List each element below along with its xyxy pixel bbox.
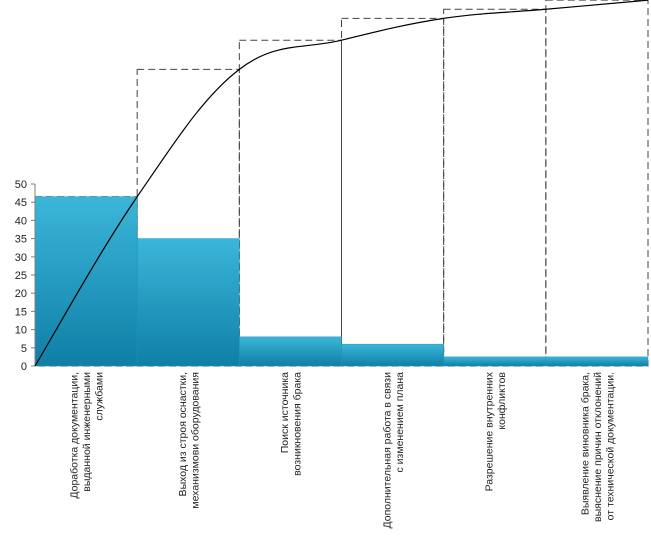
category-label: Поиск источника возникновения брака (279, 372, 304, 476)
category-label-line: механизмови оборудования (190, 372, 202, 509)
category-label-line: Поиск источника (279, 372, 291, 453)
bar (239, 336, 342, 367)
y-tick-label: 25 (15, 270, 27, 282)
y-tick-label: 30 (15, 252, 27, 264)
bar (136, 238, 240, 367)
cumulative-box (545, 0, 649, 367)
category-label-line: службами (94, 372, 106, 421)
category-label-line: от технической документации. (604, 372, 616, 520)
bars (34, 196, 649, 367)
category-label-line: конфликтов (496, 372, 508, 430)
category-label-line: выданной инженерными (81, 372, 93, 492)
category-label-line: с изменением плана (394, 372, 406, 473)
category-label-line: выяснение причин отклонений (592, 372, 604, 522)
cumulative-box (443, 8, 547, 367)
y-tick-label: 10 (15, 325, 27, 337)
category-label-line: Доработка документации, (69, 372, 81, 499)
category-label-line: Выход из строя оснастки, (177, 372, 189, 496)
category-label: Дополнительная работа в связи с изменение… (381, 372, 406, 529)
category-label-line: Выявление виновника брака, (579, 372, 591, 515)
cumulative-box (238, 39, 342, 367)
bar (545, 356, 649, 367)
y-tick-label: 45 (15, 197, 27, 209)
bar (443, 356, 547, 367)
y-tick-label: 50 (15, 179, 27, 191)
category-label: Разрешение внутренних конфликтов (484, 371, 509, 491)
y-axis: 0 5 10 15 20 25 30 35 40 45 50 (15, 179, 36, 373)
cumulative-box (341, 17, 445, 367)
y-tick-label: 20 (15, 288, 27, 300)
category-label-line: Разрешение внутренних (484, 371, 496, 491)
category-label-line: возникновения брака (292, 372, 304, 476)
bar (341, 343, 444, 367)
category-labels: Доработка документации, выданной инженерн… (69, 371, 617, 528)
y-tick-label: 35 (15, 234, 27, 246)
category-label: Выявление виновника брака, выяснение прич… (579, 372, 616, 522)
category-label: Доработка документации, выданной инженерн… (69, 372, 106, 499)
category-label-line: Дополнительная работа в связи (381, 372, 393, 529)
y-tick-label: 5 (21, 343, 27, 355)
y-tick-label: 0 (21, 361, 27, 373)
cumulative-curve (34, 0, 649, 367)
cumulative-line (34, 0, 649, 367)
y-tick-label: 40 (15, 215, 27, 227)
category-label: Выход из строя оснастки, механизмови обор… (177, 372, 202, 509)
y-tick-label: 15 (15, 306, 27, 318)
